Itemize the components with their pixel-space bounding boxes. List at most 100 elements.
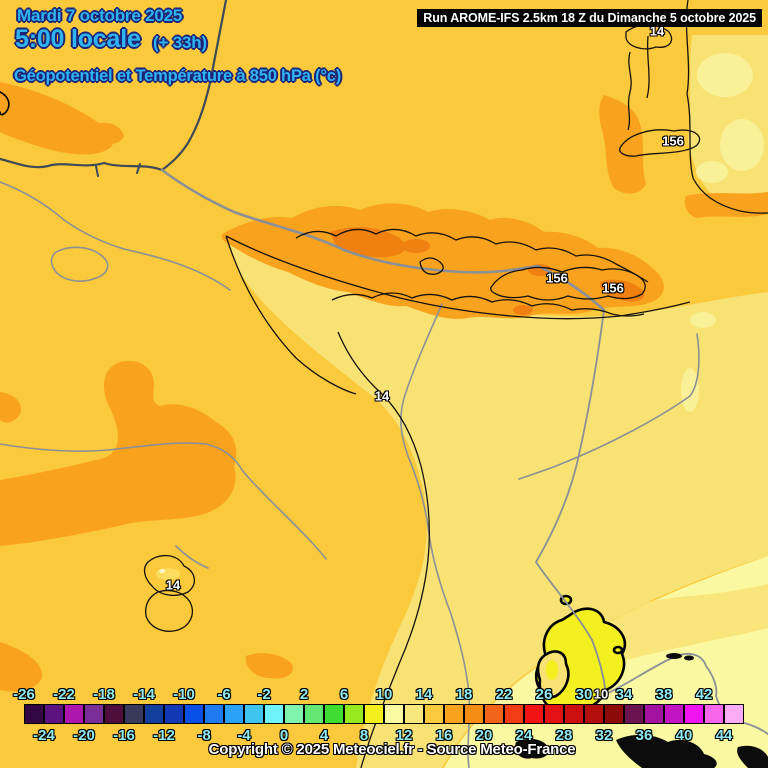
scale-tick-label: 16 xyxy=(435,727,453,744)
scale-cell xyxy=(544,704,564,724)
scale-cell xyxy=(344,704,364,724)
scale-tick-label: 10 xyxy=(375,686,393,703)
scale-tick-label: 26 xyxy=(535,686,553,703)
contour-label: 14 xyxy=(374,388,390,404)
scale-tick-label: 12 xyxy=(395,727,413,744)
contour-ne-squiggle xyxy=(627,35,650,131)
scale-cell xyxy=(244,704,264,724)
contour-156-loop-ne xyxy=(619,129,701,157)
pale-spot xyxy=(696,161,728,183)
scale-cell xyxy=(624,704,644,724)
scale-bar xyxy=(24,704,744,724)
isotherm-14 xyxy=(337,331,430,768)
orange-topleft-blob xyxy=(91,122,124,145)
contour-label: 156 xyxy=(546,270,568,286)
border-topleft xyxy=(0,181,231,291)
scale-cell xyxy=(384,704,404,724)
orange-bottomleft xyxy=(0,642,43,692)
deep-orange-spot xyxy=(402,239,430,253)
island-mark xyxy=(666,653,682,659)
scale-tick-label: -26 xyxy=(13,686,35,703)
cold-pockets xyxy=(534,594,627,712)
pale-spot xyxy=(720,119,764,171)
coast-shape xyxy=(616,734,717,768)
cold-pocket-tiny xyxy=(612,645,624,655)
left-coast-bit xyxy=(0,91,10,116)
scale-cell xyxy=(504,704,524,724)
coast-notch xyxy=(95,163,141,177)
scale-cell xyxy=(124,704,144,724)
scale-cell xyxy=(644,704,664,724)
scale-cell xyxy=(684,704,704,724)
scale-cell xyxy=(564,704,584,724)
scale-tick-label: -8 xyxy=(197,727,211,744)
date-label: Mardi 7 octobre 2025 xyxy=(17,6,183,25)
wedge-west-contour xyxy=(225,235,357,395)
scale-tick-label: 32 xyxy=(595,727,613,744)
scale-bottom-labels: -24 -20 -16 -12 -8 -4 0 4 8 12 16 20 24 28 32 36 40 44 xyxy=(0,727,768,744)
scale-cell xyxy=(464,704,484,724)
scale-tick-label: 8 xyxy=(359,727,369,744)
island-mark xyxy=(684,655,694,661)
scale-cell xyxy=(304,704,324,724)
isotherm-14-loop-lower xyxy=(144,589,193,632)
scale-tick-label: 18 xyxy=(455,686,473,703)
pale-spot xyxy=(690,312,716,328)
scale-tick-label: -22 xyxy=(53,686,75,703)
contour-topright-long xyxy=(685,0,768,214)
forecast-offset-label: (+ 33h) xyxy=(153,33,207,52)
scale-tick-label: -10 xyxy=(173,686,195,703)
orange-left-middle xyxy=(0,360,237,546)
scale-cell xyxy=(404,704,424,724)
scale-tick-label: 28 xyxy=(555,727,573,744)
scale-tick-label: 36 xyxy=(635,727,653,744)
scale-cell xyxy=(64,704,84,724)
border-topleft-loop xyxy=(50,246,109,282)
pale-spot xyxy=(697,53,753,97)
orange-bottom-blob xyxy=(245,653,293,679)
scale-cell xyxy=(184,704,204,724)
scale-tick-label: -6 xyxy=(217,686,231,703)
scale-cell xyxy=(204,704,224,724)
border-east-down xyxy=(535,309,607,695)
scale-tick-label: -20 xyxy=(73,727,95,744)
white-speck xyxy=(159,569,165,573)
scale-tick-label: 34 xyxy=(615,686,633,703)
pale-gold-plain xyxy=(226,236,768,768)
scale-cell xyxy=(524,704,544,724)
pale-spot xyxy=(681,368,699,412)
scale-cell xyxy=(104,704,124,724)
scale-tick-label: -16 xyxy=(113,727,135,744)
scale-tick-label: 22 xyxy=(495,686,513,703)
scale-tick-label: 6 xyxy=(339,686,349,703)
scale-cell xyxy=(24,704,44,724)
coast-shape xyxy=(737,745,768,768)
cold-pocket-inner xyxy=(546,660,558,680)
scale-cell xyxy=(324,704,344,724)
pyrenees-border xyxy=(160,168,606,312)
scale-cell xyxy=(444,704,464,724)
border-midleft xyxy=(0,442,327,560)
contour-label: 10 xyxy=(593,686,609,702)
scale-tick-label: 14 xyxy=(415,686,433,703)
scale-cell xyxy=(584,704,604,724)
scale-tick-label: 38 xyxy=(655,686,673,703)
orange-left-edge xyxy=(0,392,21,423)
scale-tick-label: 20 xyxy=(475,727,493,744)
parameter-title: Géopotentiel et Température à 850 hPa (°… xyxy=(14,67,342,85)
scale-tick-label: 30 xyxy=(575,686,593,703)
contour-small-loop xyxy=(419,257,444,275)
coast-silhouettes xyxy=(515,653,768,768)
scale-cell xyxy=(144,704,164,724)
orange-right-edge xyxy=(684,192,768,218)
scale-tick-label: 2 xyxy=(299,686,309,703)
scale-cell xyxy=(44,704,64,724)
scale-tick-label: 0 xyxy=(279,727,289,744)
scale-tick-label: -24 xyxy=(33,727,55,744)
scale-cell xyxy=(224,704,244,724)
contour-label: 14 xyxy=(649,23,665,39)
scale-tick-label: -12 xyxy=(153,727,175,744)
ridge-contour-north xyxy=(295,228,649,283)
